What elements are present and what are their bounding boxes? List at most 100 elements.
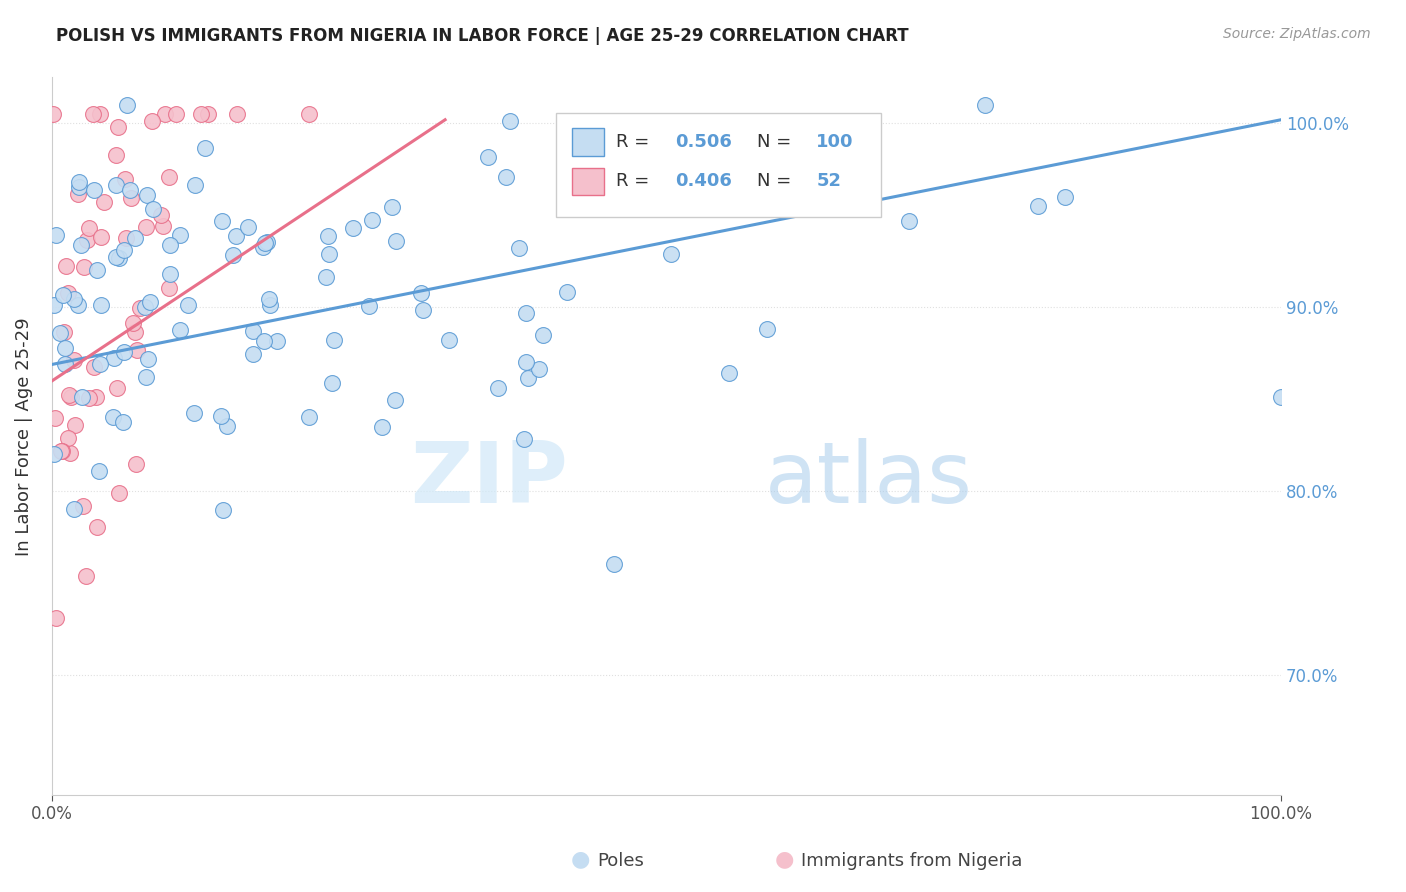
Point	[103, 351, 125, 366]
Point	[215, 418, 238, 433]
Point	[897, 214, 920, 228]
Point	[385, 234, 408, 248]
Point	[77, 391, 100, 405]
Point	[318, 247, 340, 261]
Point	[513, 432, 536, 446]
Text: POLISH VS IMMIGRANTS FROM NIGERIA IN LABOR FORCE | AGE 25-29 CORRELATION CHART: POLISH VS IMMIGRANTS FROM NIGERIA IN LAB…	[56, 27, 908, 45]
Text: Source: ZipAtlas.com: Source: ZipAtlas.com	[1223, 27, 1371, 41]
Point	[59, 390, 82, 404]
Point	[209, 409, 232, 424]
Point	[384, 393, 406, 408]
Text: ●: ●	[571, 850, 591, 870]
Point	[194, 141, 217, 155]
Point	[53, 357, 76, 371]
Point	[136, 352, 159, 367]
Point	[157, 169, 180, 184]
Point	[124, 230, 146, 244]
Point	[122, 316, 145, 330]
Point	[222, 247, 245, 261]
Point	[157, 281, 180, 295]
Point	[531, 328, 554, 343]
Point	[381, 200, 404, 214]
Point	[125, 457, 148, 471]
Point	[51, 444, 73, 458]
Point	[359, 299, 381, 313]
Text: Immigrants from Nigeria: Immigrants from Nigeria	[801, 852, 1022, 870]
Point	[103, 409, 125, 424]
Point	[371, 420, 394, 434]
Point	[56, 285, 79, 300]
Point	[136, 188, 159, 202]
Point	[211, 214, 233, 228]
Point	[124, 325, 146, 339]
Text: 0.406: 0.406	[675, 172, 733, 191]
Point	[159, 267, 181, 281]
Point	[53, 341, 76, 355]
Point	[42, 298, 65, 312]
Point	[515, 306, 537, 320]
Point	[67, 180, 90, 194]
Point	[323, 333, 346, 347]
Point	[105, 381, 128, 395]
Point	[315, 270, 337, 285]
Text: R =: R =	[616, 133, 655, 151]
Point	[321, 376, 343, 390]
Point	[83, 360, 105, 375]
Point	[70, 237, 93, 252]
Point	[108, 251, 131, 265]
Point	[108, 486, 131, 500]
Point	[49, 326, 72, 341]
Point	[135, 370, 157, 384]
Point	[169, 323, 191, 337]
Point	[138, 295, 160, 310]
Point	[112, 344, 135, 359]
Point	[659, 247, 682, 261]
Point	[257, 292, 280, 306]
Point	[190, 107, 212, 121]
Point	[44, 411, 66, 425]
Point	[134, 300, 156, 314]
Point	[226, 107, 249, 121]
Point	[90, 298, 112, 312]
Point	[197, 107, 219, 121]
Point	[63, 417, 86, 432]
Point	[242, 324, 264, 338]
Point	[1270, 390, 1292, 404]
Point	[342, 220, 364, 235]
Point	[183, 406, 205, 420]
FancyBboxPatch shape	[555, 113, 882, 218]
Point	[62, 293, 84, 307]
Point	[59, 446, 82, 460]
Text: ●: ●	[775, 850, 794, 870]
Text: Poles: Poles	[598, 852, 644, 870]
Point	[177, 298, 200, 312]
Point	[515, 355, 537, 369]
Point	[159, 237, 181, 252]
Point	[973, 98, 995, 112]
Point	[555, 285, 578, 300]
Y-axis label: In Labor Force | Age 25-29: In Labor Force | Age 25-29	[15, 317, 32, 556]
Point	[86, 520, 108, 534]
Point	[107, 120, 129, 135]
Point	[508, 241, 530, 255]
Point	[75, 569, 97, 583]
Point	[486, 381, 509, 395]
Point	[55, 259, 77, 273]
Point	[63, 501, 86, 516]
Point	[76, 233, 98, 247]
Point	[225, 228, 247, 243]
Point	[117, 98, 139, 112]
Text: R =: R =	[616, 172, 655, 191]
Point	[56, 431, 79, 445]
Point	[72, 499, 94, 513]
Text: atlas: atlas	[765, 438, 973, 521]
Point	[63, 352, 86, 367]
Point	[1054, 190, 1077, 204]
Point	[112, 415, 135, 429]
Point	[67, 175, 90, 189]
Point	[52, 288, 75, 302]
Point	[45, 228, 67, 243]
Point	[150, 208, 173, 222]
Point	[129, 301, 152, 316]
Point	[477, 150, 499, 164]
